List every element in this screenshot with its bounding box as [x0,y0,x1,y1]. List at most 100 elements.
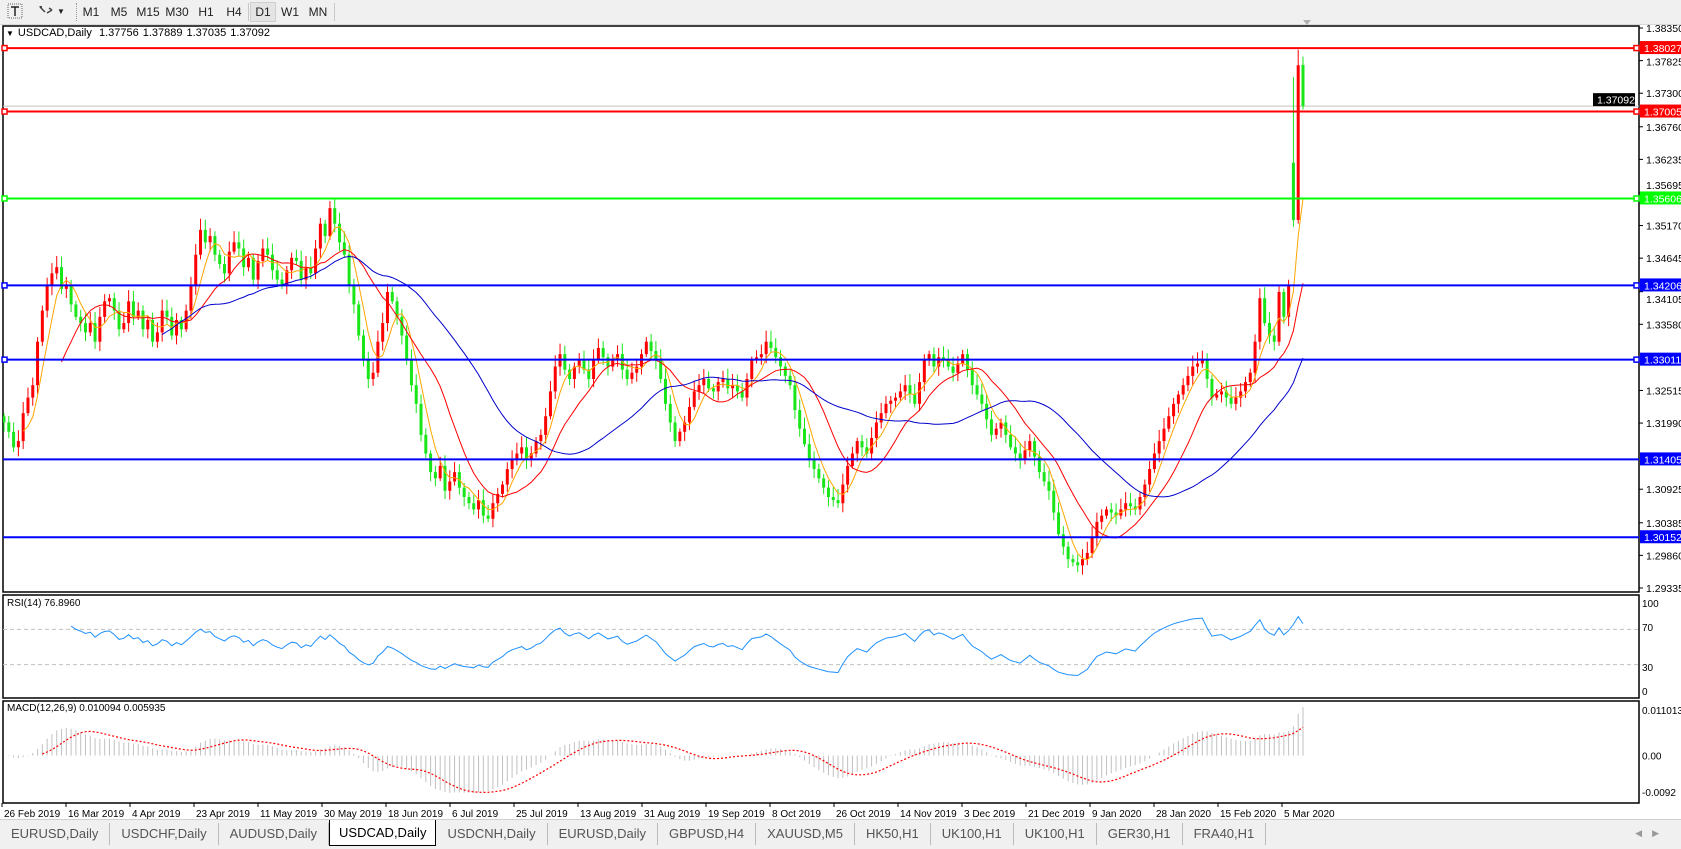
date-tick-label: 21 Dec 2019 [1028,809,1085,819]
candle-bear [414,385,418,404]
tab-ger30-h1[interactable]: GER30,H1 [1097,823,1183,845]
date-tick-label: 19 Sep 2019 [708,809,765,819]
price-tick-label: 1.37825 [1646,57,1681,69]
timeframe-m5[interactable]: M5 [110,5,128,19]
candle-bull [683,422,687,432]
candle-bear [970,369,974,386]
candle-bear [1009,434,1013,448]
tab-usdchf-daily[interactable]: USDCHF,Daily [110,823,219,845]
timeframe-h1[interactable]: H1 [198,5,214,19]
current-price-label: 1.37092 [1597,95,1635,107]
arrows-icon[interactable] [36,3,56,21]
candle-bear [266,248,270,255]
level-price-label-bg [1640,191,1681,205]
candle-bull [261,248,265,261]
timeframe-h4[interactable]: H4 [226,5,242,19]
candle-bull [304,267,308,280]
toolbar-grip[interactable] [76,3,80,21]
tab-scroll-arrows-icon[interactable]: ◀▶ [1635,828,1669,838]
candle-bull [1296,65,1300,220]
candle-bear [860,441,864,448]
tab-gbpusd-h4[interactable]: GBPUSD,H4 [658,823,757,845]
candle-bull [1124,503,1128,510]
candle-bear [707,378,711,389]
ohlc-open: 1.37756 [98,27,139,39]
timeframe-mn[interactable]: MN [308,5,328,19]
tab-eurusd-daily[interactable]: EURUSD,Daily [0,823,111,845]
tab-usdcad-daily[interactable]: USDCAD,Daily [329,820,437,846]
candle-bear [1052,490,1056,513]
candle-bull [1172,403,1176,417]
timeframe-m1[interactable]: M1 [82,5,100,19]
date-tick-label: 13 Aug 2019 [580,809,637,819]
date-tick-label: 26 Feb 2019 [4,809,61,819]
date-tick-label: 16 Mar 2019 [68,809,125,819]
price-tick-label: 1.29335 [1646,583,1681,595]
date-tick-label: 28 Jan 2020 [1156,809,1211,819]
tab-xauusd-m5[interactable]: XAUUSD,M5 [756,823,855,845]
candle-bear [69,285,73,305]
candle-bear [117,310,121,330]
candle-bear [1114,512,1118,516]
candle-bear [429,453,433,473]
tab-audusd-daily[interactable]: AUDUSD,Daily [219,823,330,845]
text-label-icon[interactable] [6,3,24,21]
candle-bull [1176,394,1180,404]
candle-bull [534,441,538,454]
candle-bear [472,503,476,510]
tab-hk50-h1[interactable]: HK50,H1 [855,823,931,845]
rsi-line [70,615,1304,677]
level-price-label: 1.37005 [1644,107,1681,119]
tab-fra40-h1[interactable]: FRA40,H1 [1183,823,1267,845]
candle-bear [668,403,672,423]
candle-bull [611,360,615,367]
candle-bear [625,369,629,379]
candle-bear [275,270,279,280]
candle-bear [486,515,490,519]
chart-canvas[interactable]: 1.38350 1.37825 1.37300 1.36760 1.36235 1.356… [0,0,1681,819]
timeframe-w1[interactable]: W1 [281,5,299,19]
candle-bear [357,304,361,336]
candle-bear [1263,298,1267,324]
timeframe-m15[interactable]: M15 [136,5,160,19]
candle-bull [438,465,442,479]
tab-uk100-h1[interactable]: UK100,H1 [931,823,1014,845]
candle-bull [175,319,179,336]
candle-bear [433,472,437,479]
candle-bear [826,487,830,497]
candle-bear [405,335,409,361]
candle-bull [750,360,754,379]
price-tick-label: 1.29860 [1646,550,1681,562]
macd-signal-line [42,726,1304,794]
rsi-tick-label: 100 [1642,599,1659,610]
chart-menu-triangle-icon[interactable]: ▼ [6,29,14,38]
candle-bull [922,360,926,383]
candle-bull [31,385,35,398]
ma-slow-line [161,255,1304,498]
candle-bull [716,382,720,392]
chart-shift-marker-icon [1303,20,1311,25]
candle-bull [477,500,481,510]
tab-usdcnh-daily[interactable]: USDCNH,Daily [436,823,548,845]
timeframe-m30[interactable]: M30 [165,5,189,19]
candle-bull [314,248,318,274]
candle-bull [1191,366,1195,376]
candle-bull [122,323,126,330]
candle-bear [251,257,255,280]
candle-bear [299,260,303,280]
candle-bear [93,323,97,342]
rsi-tick-label: 30 [1642,663,1654,674]
chart-header: ▼ USDCAD,Daily 1.37756 1.37889 1.37035 1.370… [6,27,274,39]
candle-bull [721,378,725,383]
candle-bull [596,347,600,361]
tab-eurusd-daily-2[interactable]: EURUSD,Daily [548,823,658,845]
candle-bear [237,242,241,249]
candle-bull [1287,285,1291,317]
candle-bull [1100,515,1104,522]
chevron-down-icon[interactable]: ▼ [57,7,65,16]
timeframe-d1[interactable]: D1 [250,2,276,22]
candle-bull [644,341,648,355]
candle-bear [951,366,955,373]
tab-uk100-h1-2[interactable]: UK100,H1 [1014,823,1097,845]
price-tick-label: 1.38350 [1646,23,1681,35]
